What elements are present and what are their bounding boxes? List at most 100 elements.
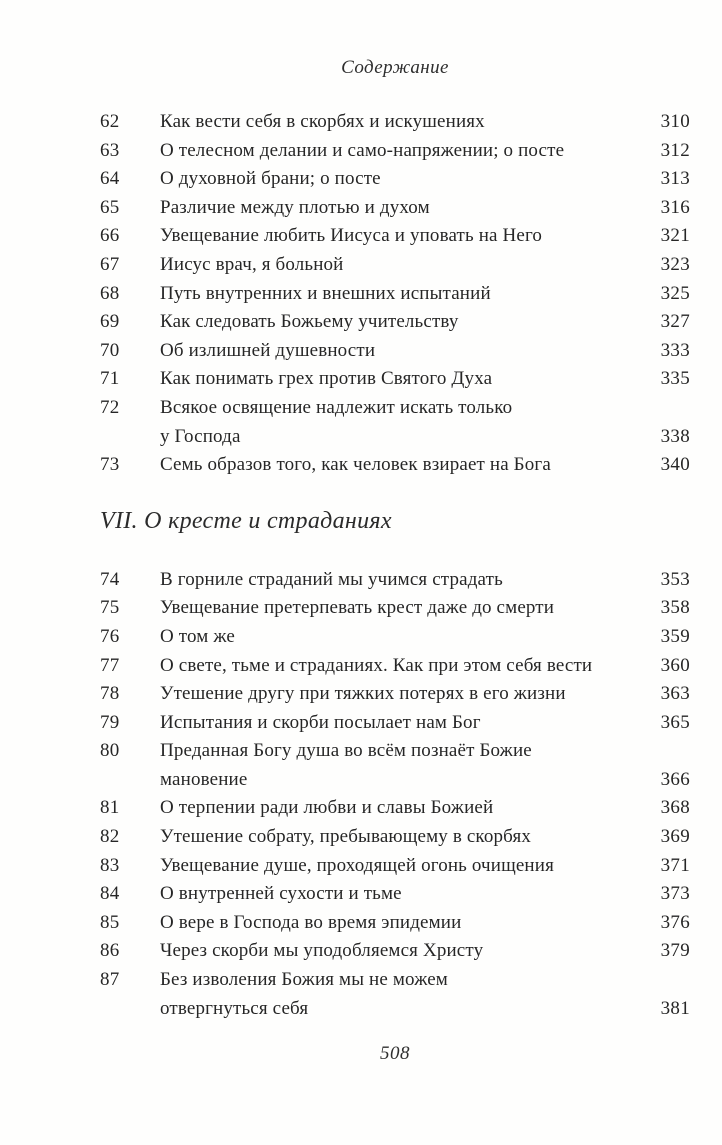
entry-title: Путь внутренних и внешних испытаний bbox=[160, 282, 491, 304]
toc-entry: 66 Увещевание любить Иисуса и уповать на… bbox=[100, 222, 690, 251]
entry-page: 325 bbox=[660, 282, 690, 304]
toc-entry: 70 Об излишней душевности 333 bbox=[100, 337, 690, 366]
toc-entry: 72 Всякое освящение надлежит искать толь… bbox=[100, 394, 690, 451]
entry-title: Утешение другу при тяжких потерях в его … bbox=[160, 683, 566, 705]
entry-number: 68 bbox=[100, 282, 120, 304]
entry-page: 327 bbox=[660, 311, 690, 333]
entry-number: 67 bbox=[100, 253, 120, 275]
entry-title: Различие между плотью и духом bbox=[160, 196, 430, 218]
entry-title: Без изволения Божия мы не можем отвергну… bbox=[160, 969, 448, 1019]
toc-section-2: 74 В горниле страданий мы учимся страдат… bbox=[100, 566, 690, 1024]
entry-number: 66 bbox=[100, 225, 120, 247]
entry-page: 316 bbox=[660, 196, 690, 218]
entry-number: 77 bbox=[100, 654, 120, 676]
entry-title: Об излишней душевности bbox=[160, 339, 376, 361]
entry-number: 80 bbox=[100, 740, 120, 762]
entry-number: 83 bbox=[100, 854, 120, 876]
entry-title: О телесном делании и само-напряжении; о … bbox=[160, 139, 565, 161]
entry-page: 365 bbox=[660, 711, 690, 733]
entry-page: 353 bbox=[660, 568, 690, 590]
entry-page: 368 bbox=[660, 797, 690, 819]
entry-title: О духовной брани; о посте bbox=[160, 168, 381, 190]
entry-page: 371 bbox=[660, 854, 690, 876]
toc-entry: 80 Преданная Богу душа во всём познаёт Б… bbox=[100, 737, 690, 794]
page-title: Содержание bbox=[341, 57, 449, 78]
entry-title: О том же bbox=[160, 625, 235, 647]
entry-title: Всякое освящение надлежит искать только … bbox=[160, 396, 513, 447]
entry-number: 87 bbox=[100, 969, 120, 991]
entry-number: 85 bbox=[100, 911, 120, 933]
entry-number: 71 bbox=[100, 368, 120, 390]
toc-entry: 83 Увещевание душе, проходящей огонь очи… bbox=[100, 852, 690, 881]
toc-entry: 85 О вере в Господа во время эпидемии 37… bbox=[100, 909, 690, 938]
entry-number: 78 bbox=[100, 683, 120, 705]
entry-page: 363 bbox=[660, 683, 690, 705]
entry-number: 81 bbox=[100, 797, 120, 819]
entry-number: 62 bbox=[100, 111, 120, 132]
entry-title: О терпении ради любви и славы Божией bbox=[160, 797, 494, 819]
toc-entry: 84 О внутренней сухости и тьме 373 bbox=[100, 880, 690, 909]
toc-entry: 79 Испытания и скорби посылает нам Бог 3… bbox=[100, 709, 690, 738]
toc-entry: 64 О духовной брани; о посте 313 bbox=[100, 165, 690, 194]
entry-number: 72 bbox=[100, 396, 120, 418]
section-heading: VII. О кресте и страданиях bbox=[100, 507, 392, 534]
entry-page: 340 bbox=[660, 454, 690, 476]
toc-entry: 73 Семь образов того, как человек взирае… bbox=[100, 451, 690, 480]
entry-title: Семь образов того, как человек взирает н… bbox=[160, 454, 551, 476]
entry-page: 310 bbox=[660, 111, 690, 132]
entry-page: 321 bbox=[660, 225, 690, 247]
entry-number: 82 bbox=[100, 826, 120, 848]
entry-title: Испытания и скорби посылает нам Бог bbox=[160, 711, 481, 733]
entry-number: 73 bbox=[100, 454, 120, 476]
toc-entry: 87 Без изволения Божия мы не можем отвер… bbox=[100, 966, 690, 1023]
entry-page: 359 bbox=[660, 625, 690, 647]
entry-title: О вере в Господа во время эпидемии bbox=[160, 911, 462, 933]
toc-entry: 74 В горниле страданий мы учимся страдат… bbox=[100, 566, 690, 595]
entry-number: 76 bbox=[100, 625, 120, 647]
entry-number: 70 bbox=[100, 339, 120, 361]
entry-title: Увещевание любить Иисуса и уповать на Не… bbox=[160, 225, 543, 247]
entry-page: 379 bbox=[660, 940, 690, 962]
page-number-footer: 508 bbox=[380, 1043, 410, 1065]
toc-entry: 63 О телесном делании и само-напряжении;… bbox=[100, 137, 690, 166]
entry-number: 74 bbox=[100, 568, 120, 590]
toc-entry: 75 Увещевание претерпевать крест даже до… bbox=[100, 594, 690, 623]
entry-title: Через скорби мы уподобляемся Христу bbox=[160, 940, 484, 962]
toc-entry: 82 Утешение собрату, пребывающему в скор… bbox=[100, 823, 690, 852]
entry-title: В горниле страданий мы учимся страдать bbox=[160, 568, 503, 590]
entry-title: Утешение собрату, пребывающему в скорбях bbox=[160, 826, 532, 848]
entry-title: Иисус врач, я больной bbox=[160, 253, 344, 275]
entry-page: 373 bbox=[660, 883, 690, 905]
entry-number: 79 bbox=[100, 711, 120, 733]
entry-title: Как вести себя в скорбях и искушениях bbox=[160, 111, 485, 132]
entry-title: Как следовать Божьему учительству bbox=[160, 311, 459, 333]
entry-number: 64 bbox=[100, 168, 120, 190]
entry-title: Увещевание претерпевать крест даже до см… bbox=[160, 597, 555, 619]
toc-entry: 86 Через скорби мы уподобляемся Христу 3… bbox=[100, 937, 690, 966]
toc-entry: 68 Путь внутренних и внешних испытаний 3… bbox=[100, 280, 690, 309]
entry-page: 376 bbox=[660, 911, 690, 933]
entry-number: 75 bbox=[100, 597, 120, 619]
toc-entry: 71 Как понимать грех против Святого Духа… bbox=[100, 365, 690, 394]
entry-page: 335 bbox=[660, 368, 690, 390]
toc-entry: 81 О терпении ради любви и славы Божией … bbox=[100, 794, 690, 823]
entry-number: 63 bbox=[100, 139, 120, 161]
toc-entry: 62 Как вести себя в скорбях и искушениях… bbox=[100, 108, 690, 137]
entry-page: 381 bbox=[660, 997, 690, 1019]
toc-entry: 76 О том же 359 bbox=[100, 623, 690, 652]
entry-page: 358 bbox=[660, 597, 690, 619]
entry-page: 333 bbox=[660, 339, 690, 361]
entry-title: О свете, тьме и страданиях. Как при этом… bbox=[160, 654, 593, 676]
entry-title: Увещевание душе, проходящей огонь очищен… bbox=[160, 854, 554, 876]
entry-page: 360 bbox=[660, 654, 690, 676]
toc-entry: 65 Различие между плотью и духом 316 bbox=[100, 194, 690, 223]
toc-entry: 67 Иисус врач, я больной 323 bbox=[100, 251, 690, 280]
entry-page: 369 bbox=[660, 826, 690, 848]
entry-number: 84 bbox=[100, 883, 120, 905]
entry-page: 323 bbox=[660, 253, 690, 275]
entry-title: Как понимать грех против Святого Духа bbox=[160, 368, 493, 390]
entry-number: 69 bbox=[100, 311, 120, 333]
toc-entry: 78 Утешение другу при тяжких потерях в е… bbox=[100, 680, 690, 709]
toc-entry: 77 О свете, тьме и страданиях. Как при э… bbox=[100, 652, 690, 681]
